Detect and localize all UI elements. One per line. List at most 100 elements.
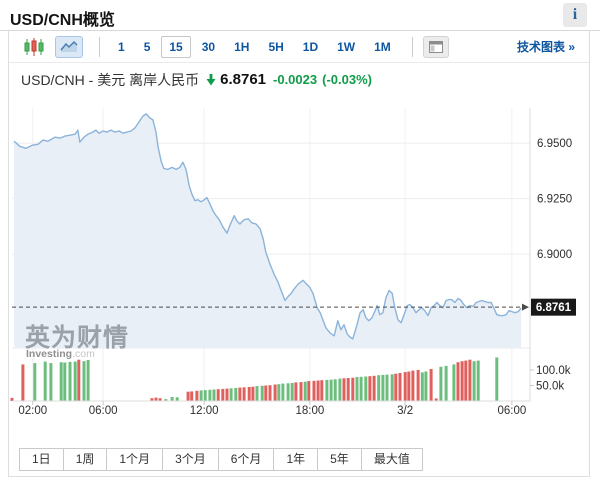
- volume-bar: [63, 362, 67, 401]
- volume-bar: [242, 387, 246, 401]
- volume-bar: [49, 363, 53, 401]
- volume-bar: [420, 372, 424, 401]
- volume-bar: [385, 374, 389, 401]
- price-axis-label: 6.9000: [537, 249, 572, 261]
- volume-bar: [221, 388, 225, 401]
- candlestick-icon: [24, 37, 44, 56]
- info-button[interactable]: i: [563, 3, 587, 27]
- volume-bar: [359, 376, 363, 401]
- interval-button-1W[interactable]: 1W: [337, 39, 356, 54]
- volume-bar: [407, 371, 411, 401]
- range-button-7[interactable]: 最大值: [360, 448, 423, 471]
- volume-bar: [229, 388, 233, 401]
- interval-button-1D[interactable]: 1D: [302, 39, 319, 54]
- interval-button-15[interactable]: 15: [161, 35, 191, 58]
- volume-axis-label: 50.0k: [536, 380, 564, 392]
- volume-bar: [316, 380, 320, 401]
- volume-bar: [342, 378, 346, 401]
- price-area-fill: [14, 113, 522, 349]
- volume-bar: [429, 369, 433, 401]
- volume-bar: [154, 397, 158, 401]
- volume-bar: [312, 380, 316, 401]
- volume-bar: [10, 397, 14, 401]
- candlestick-chart-button[interactable]: [21, 36, 47, 58]
- range-button-3[interactable]: 3个月: [162, 448, 219, 471]
- volume-bar: [82, 361, 86, 401]
- volume-bar: [264, 385, 268, 401]
- volume-bar: [68, 361, 72, 401]
- line-chart-button[interactable]: [55, 35, 83, 58]
- chart-toolbar: 1 5 15 30 1H 5H 1D 1W 1M 技术图表 »: [9, 31, 589, 63]
- volume-bar: [21, 364, 25, 401]
- instrument-name: USD/CNH - 美元 离岸人民币: [21, 71, 200, 88]
- volume-bar: [452, 364, 456, 401]
- time-axis-label: 3/2: [397, 405, 413, 417]
- volume-bar: [377, 375, 381, 401]
- volume-bar: [444, 365, 448, 401]
- volume-bar: [364, 376, 368, 401]
- range-button-5[interactable]: 1年: [273, 448, 319, 471]
- volume-bar: [43, 361, 47, 401]
- range-button-2[interactable]: 1个月: [106, 448, 164, 471]
- time-axis-label: 06:00: [89, 405, 118, 417]
- toolbar-divider: [411, 36, 413, 57]
- volume-bar: [472, 361, 476, 401]
- volume-bar: [203, 390, 207, 401]
- volume-bar: [158, 398, 162, 401]
- volume-bar: [338, 378, 342, 401]
- volume-bar: [286, 383, 290, 401]
- price-axis-label: 6.9250: [537, 194, 572, 206]
- volume-bar: [255, 386, 259, 401]
- chart-widget: 1 5 15 30 1H 5H 1D 1W 1M 技术图表 » USD/CNH - 美元 离岸人…: [8, 31, 590, 477]
- current-price-arrow-icon: [522, 303, 529, 311]
- volume-bar: [390, 374, 394, 401]
- tech-chart-link[interactable]: 技术图表 »: [516, 40, 575, 54]
- interval-button-1[interactable]: 1: [118, 39, 125, 54]
- price-line: [13, 113, 522, 340]
- quote-change-percent: (-0.03%): [322, 72, 372, 87]
- time-axis-label: 18:00: [295, 405, 324, 417]
- volume-bar: [238, 387, 242, 401]
- volume-bar: [460, 361, 464, 401]
- panel-layout-button[interactable]: [422, 35, 449, 58]
- volume-bar: [333, 379, 337, 401]
- volume-bar: [273, 384, 277, 401]
- interval-button-30[interactable]: 30: [201, 39, 216, 54]
- volume-bar: [303, 381, 307, 401]
- volume-bar: [277, 384, 281, 401]
- volume-bar: [268, 385, 272, 401]
- volume-bar: [199, 390, 203, 401]
- price-axis-label: 6.9500: [537, 138, 572, 150]
- volume-bar: [355, 377, 359, 401]
- volume-bar: [434, 398, 438, 401]
- interval-button-1H[interactable]: 1H: [234, 39, 250, 54]
- volume-bar: [464, 360, 468, 401]
- volume-bar: [325, 379, 329, 401]
- interval-group: 1 5 15 30 1H 5H 1D 1W 1M: [110, 35, 402, 58]
- volume-bar: [234, 388, 238, 401]
- volume-bar: [468, 359, 472, 401]
- range-button-6[interactable]: 5年: [317, 448, 362, 471]
- interval-button-5H[interactable]: 5H: [268, 39, 284, 54]
- volume-bar: [372, 375, 376, 401]
- volume-bar: [368, 376, 372, 401]
- range-button-4[interactable]: 6个月: [217, 448, 275, 471]
- volume-bar: [329, 379, 333, 401]
- volume-bar: [416, 369, 420, 401]
- volume-bar: [307, 381, 311, 401]
- time-axis-label: 12:00: [190, 405, 219, 417]
- area-chart-icon: [60, 40, 78, 52]
- volume-bar: [190, 391, 194, 401]
- volume-bar: [424, 371, 428, 401]
- volume-bar: [186, 391, 190, 401]
- range-button-1[interactable]: 1周: [62, 448, 108, 471]
- last-price: 6.8761: [220, 71, 267, 88]
- interval-button-1M[interactable]: 1M: [374, 39, 391, 54]
- volume-bar: [411, 370, 415, 401]
- volume-bar: [216, 389, 220, 401]
- range-button-0[interactable]: 1日: [19, 448, 64, 471]
- interval-button-5[interactable]: 5: [143, 39, 151, 54]
- volume-bar: [439, 366, 443, 401]
- volume-bar: [150, 398, 154, 401]
